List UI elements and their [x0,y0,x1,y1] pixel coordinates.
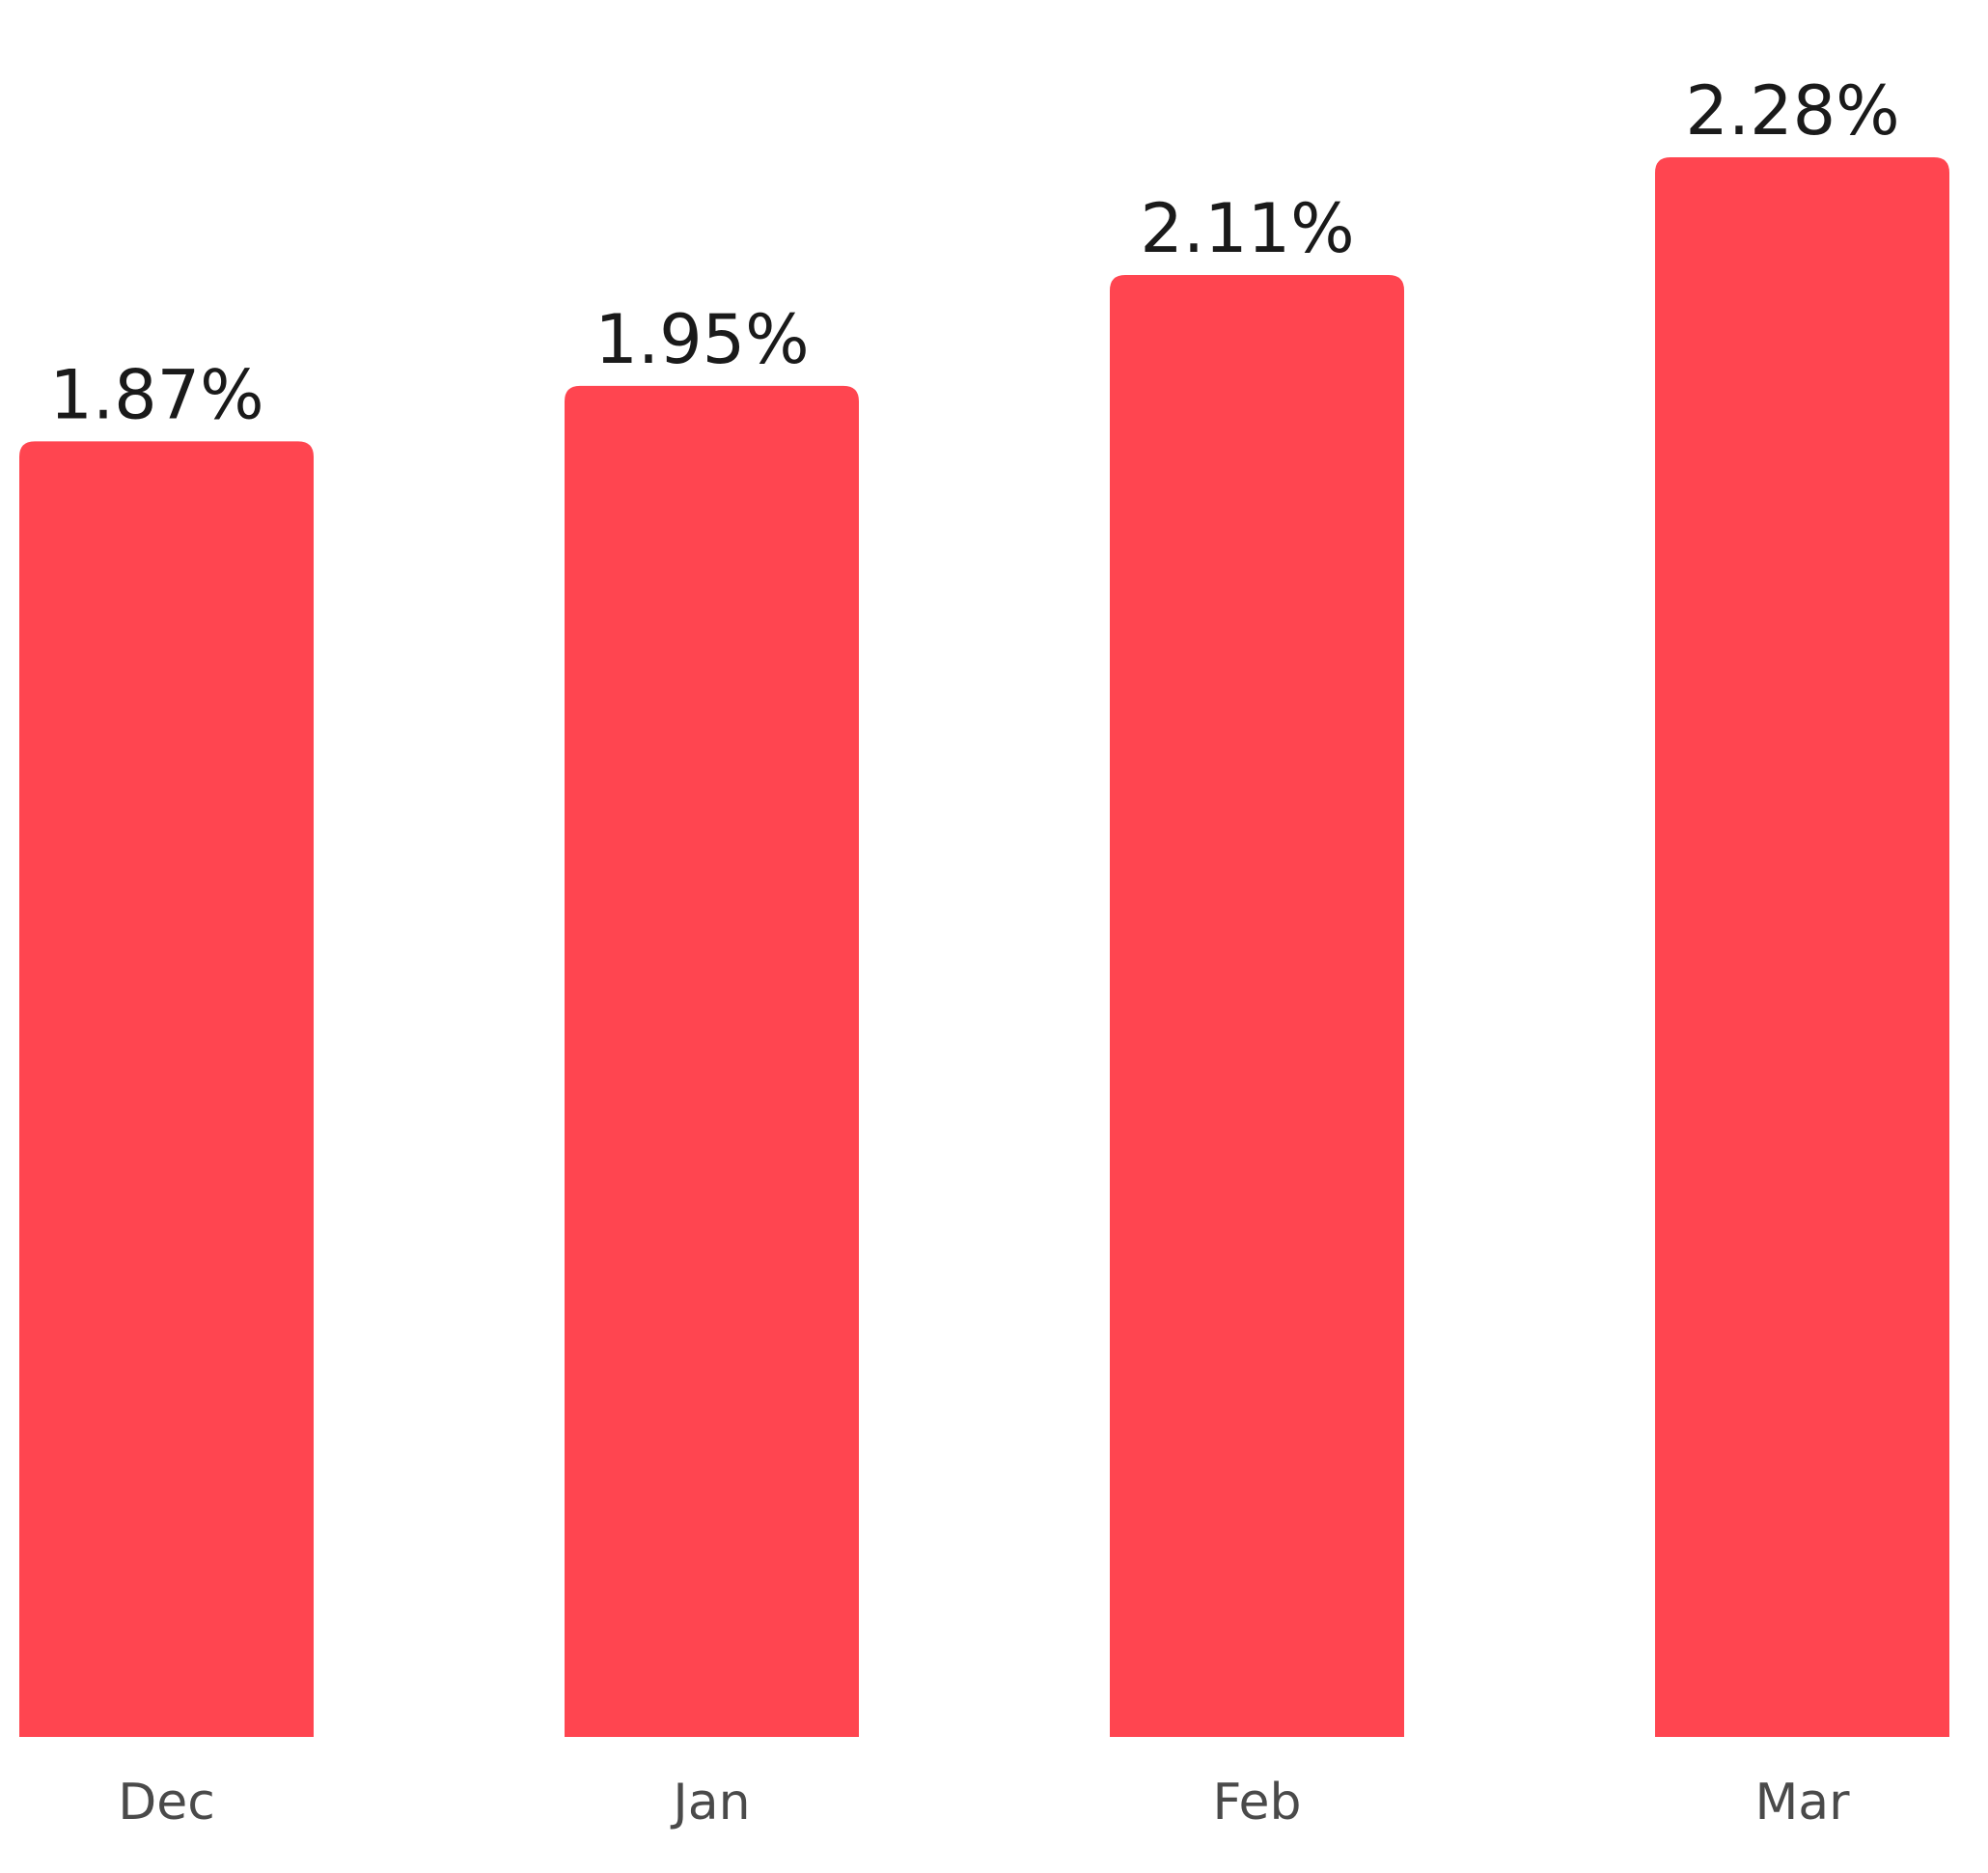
x-tick-label-mar: Mar [1754,1774,1850,1832]
x-tick-label-dec: Dec [118,1774,215,1832]
x-axis-tick-labels: Dec Jan Feb Mar [118,1774,1850,1832]
bar-mar [1655,157,1949,1737]
bar-dec [19,441,314,1737]
value-label-feb: 2.11% [1140,189,1354,268]
bars-group [19,157,1949,1737]
value-label-dec: 1.87% [49,355,263,434]
x-tick-label-feb: Feb [1212,1774,1301,1832]
x-tick-label-jan: Jan [670,1774,750,1832]
value-labels-group: 1.87% 1.95% 2.11% 2.28% [49,71,1899,434]
bar-feb [1110,275,1404,1737]
bar-jan [565,385,859,1737]
value-label-mar: 2.28% [1685,71,1899,151]
value-label-jan: 1.95% [594,300,809,379]
